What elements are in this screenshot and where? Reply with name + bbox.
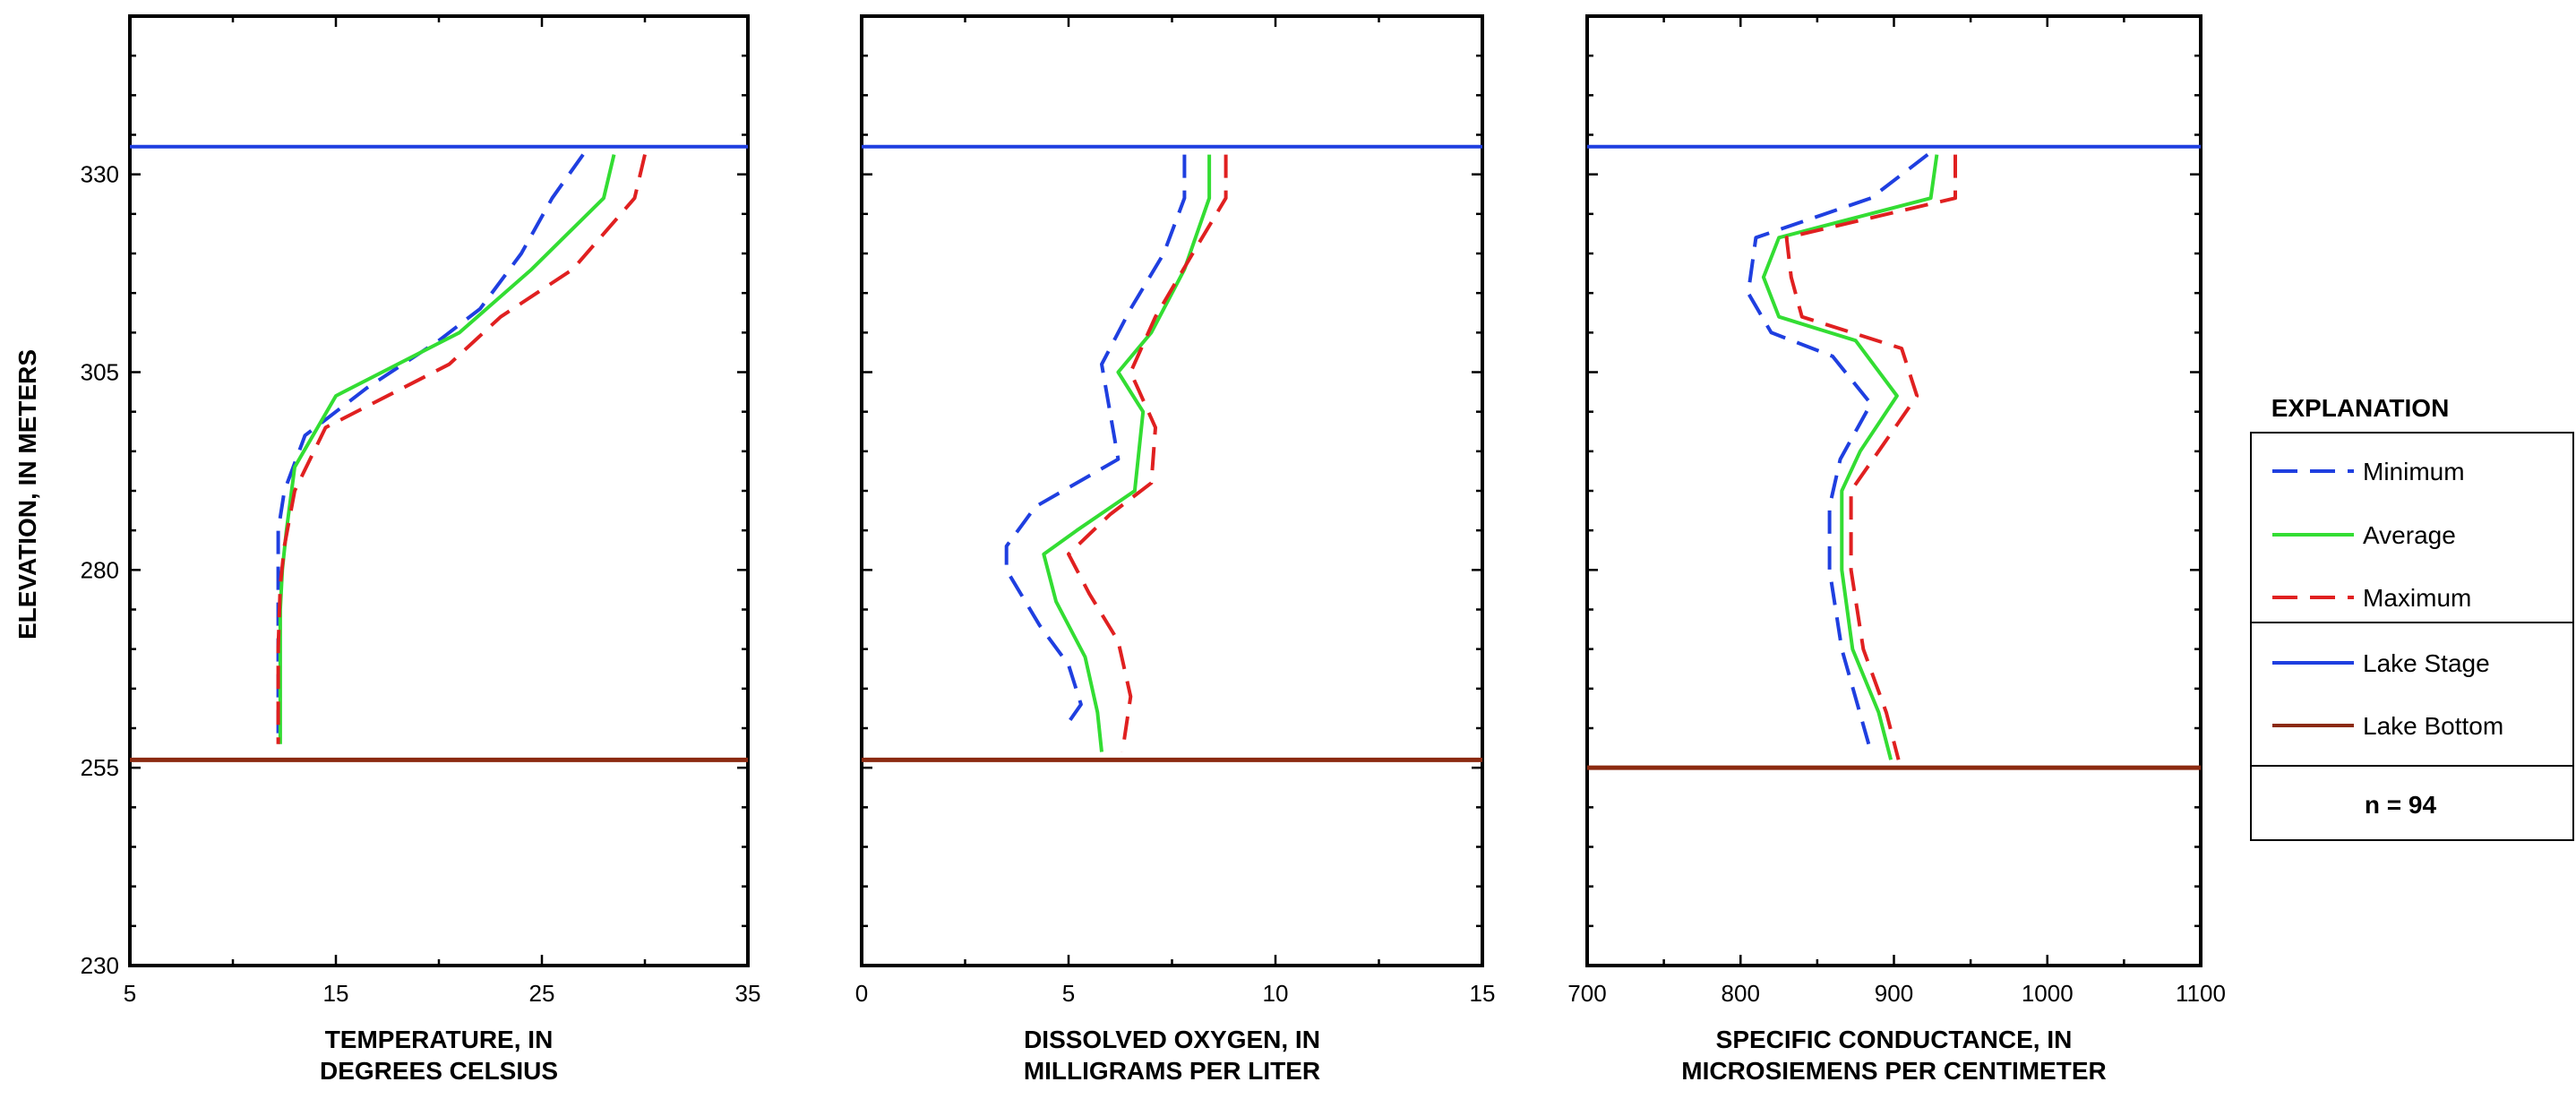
y-tick-label: 280 (81, 556, 119, 583)
chart-panel-3: 700 800 900 1000 1100 SPECIFIC CONDUCTANCE, I… (1567, 14, 2226, 1085)
plot-frame (128, 14, 750, 967)
x-axis-label: DISSOLVED OXYGEN, IN (1024, 1026, 1320, 1053)
legend-note: n = 94 (2365, 791, 2437, 819)
plot-frame (1585, 14, 2202, 967)
x-axis-label-line-2: DEGREES CELSIUS (320, 1057, 558, 1085)
x-axis-label: TEMPERATURE, IN (325, 1026, 554, 1053)
legend-label-lake-bottom: Lake Bottom (2363, 712, 2503, 740)
x-tick-label: 15 (1470, 980, 1496, 1007)
series-line-average (1761, 154, 1939, 760)
x-axis-label-line-2: MILLIGRAMS PER LITER (1024, 1057, 1320, 1085)
x-tick-label: 5 (124, 980, 136, 1007)
x-axis-label: SPECIFIC CONDUCTANCE, IN (1716, 1026, 2073, 1053)
x-tick-label: 800 (1722, 980, 1760, 1007)
series-line-maximum (1784, 154, 1957, 760)
x-tick-label: 0 (855, 980, 868, 1007)
y-tick-label: 255 (81, 754, 119, 781)
series-line-minimum (276, 153, 585, 744)
y-tick-label: 330 (81, 161, 119, 188)
chart-panels: 230 255 280 305 330 5 15 25 35 TEMPERATURE, IN DEG… (81, 14, 2226, 1085)
x-tick-label: 10 (1263, 980, 1289, 1007)
series-line-maximum (1067, 154, 1228, 752)
legend-label-average: Average (2363, 521, 2456, 549)
legend-label-lake-stage: Lake Stage (2363, 649, 2490, 677)
x-tick-label: 1000 (2022, 980, 2074, 1007)
series-line-minimum (1004, 154, 1187, 730)
legend: EXPLANATION Minimum Average Maximum Lake St… (2250, 394, 2574, 841)
x-tick-label: 25 (529, 980, 555, 1007)
x-tick-label: 900 (1875, 980, 1913, 1007)
series-line-average (278, 154, 616, 744)
series-line-average (1042, 154, 1212, 752)
x-tick-label: 5 (1062, 980, 1075, 1007)
chart-panel-1: 230 255 280 305 330 5 15 25 35 TEMPERATURE, IN DEG… (81, 14, 761, 1085)
x-tick-label: 35 (735, 980, 761, 1007)
series-line-minimum (1746, 153, 1929, 753)
y-tick-label: 305 (81, 359, 119, 386)
series-line-maximum (276, 154, 647, 744)
y-axis-label: ELEVATION, IN METERS (13, 349, 41, 640)
legend-entries: Minimum Average Maximum Lake Stage Lake Bott… (2272, 458, 2503, 740)
plot-frame (860, 14, 1484, 967)
x-tick-label: 700 (1567, 980, 1606, 1007)
legend-title: EXPLANATION (2271, 394, 2450, 422)
y-tick-label: 230 (81, 952, 119, 979)
x-tick-label: 1100 (2176, 980, 2226, 1007)
legend-label-minimum: Minimum (2363, 458, 2465, 485)
x-axis-label-line-2: MICROSIEMENS PER CENTIMETER (1681, 1057, 2106, 1085)
legend-box (2250, 432, 2574, 841)
legend-label-maximum: Maximum (2363, 584, 2471, 612)
chart-panel-2: 0 5 10 15 DISSOLVED OXYGEN, IN MILLIGRAMS PER… (855, 14, 1496, 1085)
x-tick-label: 15 (323, 980, 349, 1007)
